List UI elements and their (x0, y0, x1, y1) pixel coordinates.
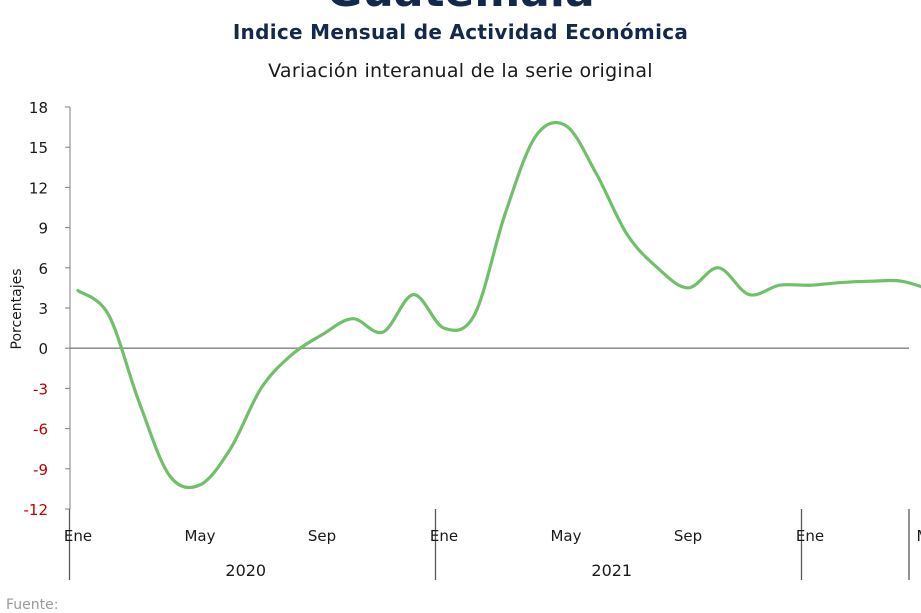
x-month-label: May (184, 527, 215, 545)
x-axis: EneMaySep2020EneMaySep2021EneMaySep2022E… (64, 509, 921, 580)
y-axis-label: Porcentajes (9, 268, 25, 349)
y-tick-label: -6 (33, 421, 48, 439)
y-tick-label: 0 (38, 340, 48, 358)
x-month-label: May (916, 527, 921, 545)
y-tick-label: -3 (33, 380, 48, 398)
x-month-label: Ene (430, 527, 458, 545)
y-tick-label: 18 (29, 99, 48, 117)
y-tick-label: 9 (38, 220, 48, 238)
clipped-country-title: Guatemala (0, 0, 921, 14)
source-note: Fuente: (6, 597, 59, 613)
x-year-label: 2021 (591, 561, 632, 580)
y-axis: 18 15 12 9 6 3 0 -3 -6 -9 -12 (24, 99, 70, 519)
x-year-label: 2020 (225, 561, 266, 580)
y-tick-label: 3 (38, 300, 48, 318)
y-tick-label: -12 (24, 501, 49, 519)
series-line (76, 120, 921, 490)
x-month-label: May (550, 527, 581, 545)
chart-subtitle: Variación interanual de la serie origina… (268, 60, 653, 82)
y-tick-label: 6 (38, 260, 48, 278)
x-month-label: Ene (796, 527, 824, 545)
y-tick-label: 15 (29, 139, 48, 157)
y-tick-label: 12 (29, 179, 48, 197)
x-month-label: Ene (64, 527, 92, 545)
chart-title: Indice Mensual de Actividad Económica (232, 20, 689, 44)
y-tick-label: -9 (33, 461, 48, 479)
x-month-label: Sep (674, 527, 702, 545)
x-month-label: Sep (308, 527, 336, 545)
